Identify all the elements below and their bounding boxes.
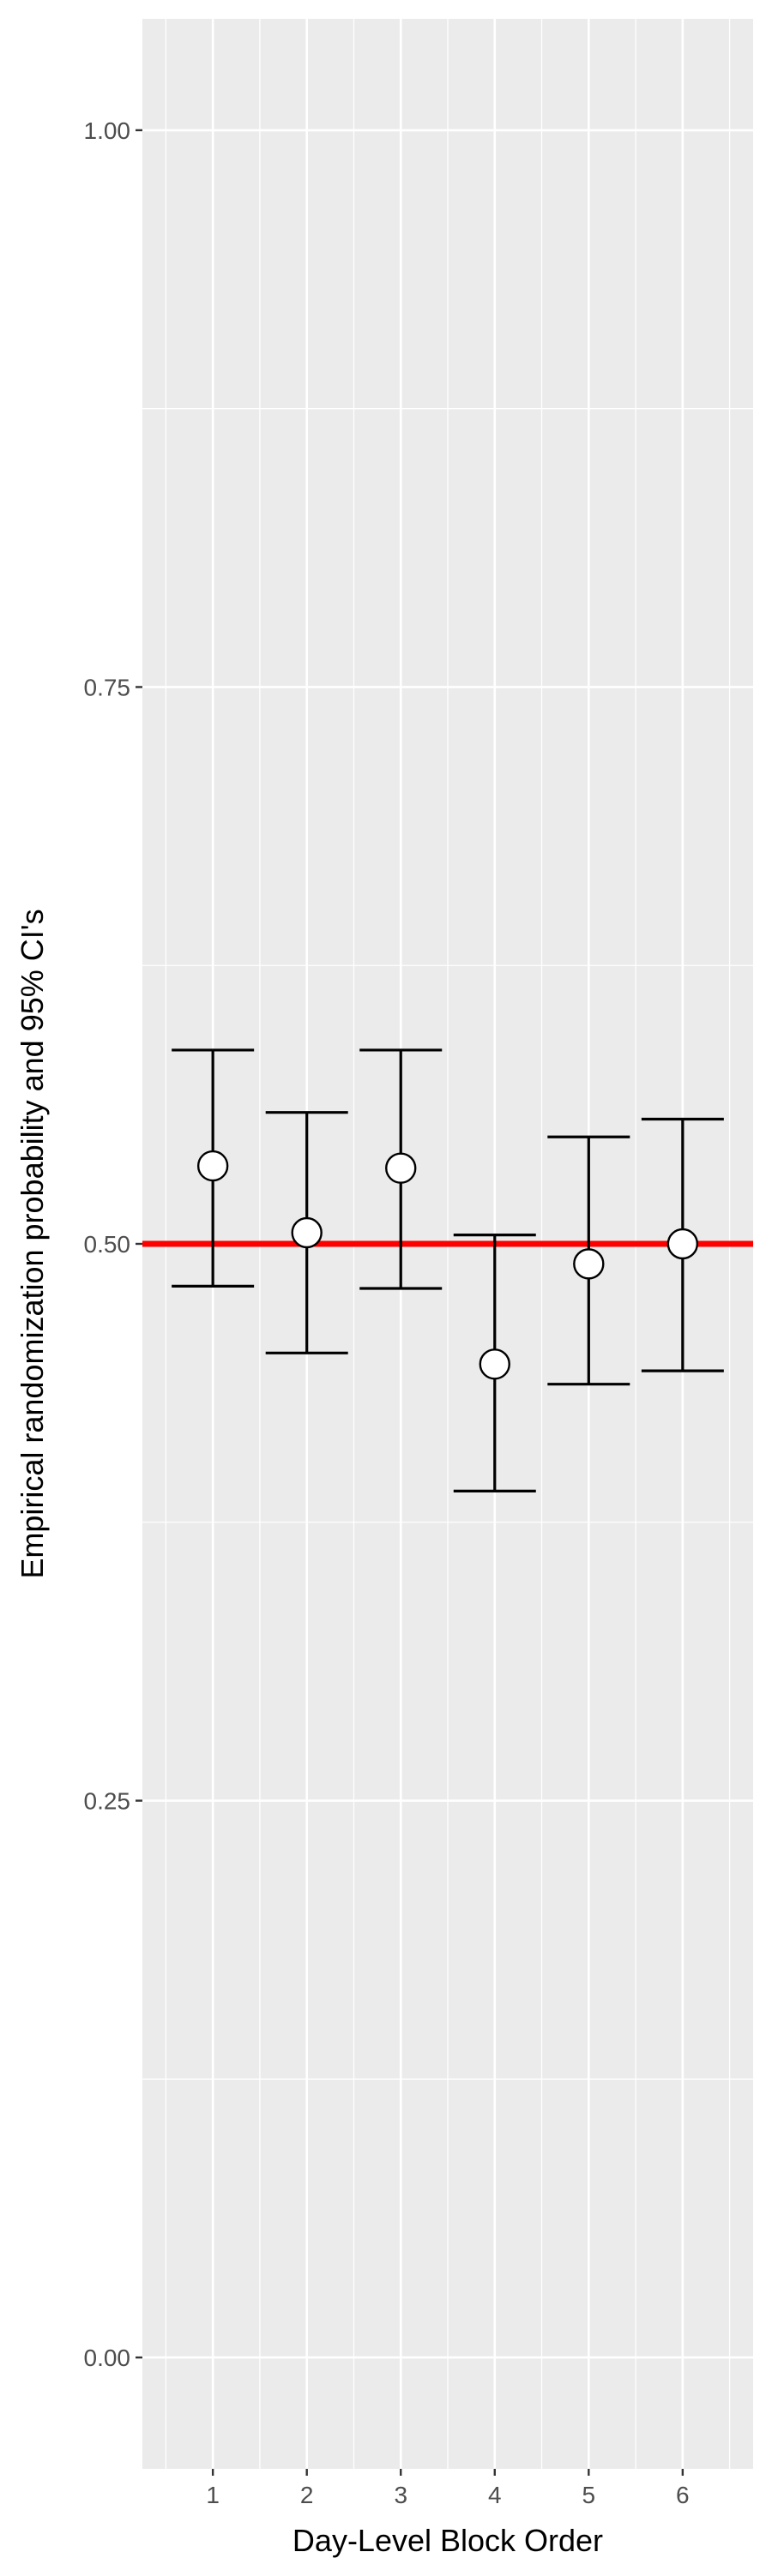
data-point <box>196 1150 229 1182</box>
data-point <box>573 1248 605 1280</box>
y-tick-label: 1.00 <box>84 117 131 144</box>
data-point <box>666 1228 699 1260</box>
x-tick-label: 6 <box>676 2482 690 2508</box>
x-tick-label: 5 <box>582 2482 596 2508</box>
errorbar-group <box>547 1135 630 1386</box>
y-tick-label: 0.50 <box>84 1231 131 1258</box>
data-layer <box>172 1048 724 1492</box>
y-tick-label: 0.00 <box>84 2345 131 2371</box>
errorbar-group <box>172 1048 255 1288</box>
data-point <box>385 1152 417 1184</box>
x-tick-label: 2 <box>300 2482 314 2508</box>
x-tick-label: 3 <box>394 2482 407 2508</box>
x-tick-label: 4 <box>488 2482 502 2508</box>
errorbar-group <box>359 1048 443 1290</box>
x-axis-title: Day-Level Block Order <box>293 2523 603 2558</box>
y-tick-label: 0.25 <box>84 1788 131 1815</box>
data-point <box>291 1216 323 1249</box>
x-tick-label: 1 <box>206 2482 220 2508</box>
errorbar-group <box>453 1234 536 1492</box>
axis-ticks: 0.00 0.25 0.50 0.75 1.00 1 2 3 4 5 6 <box>84 117 690 2508</box>
errorbar-group <box>641 1117 724 1372</box>
data-point <box>479 1348 510 1380</box>
errorbar-group <box>265 1111 348 1354</box>
y-axis-title: Empirical randomization probability and … <box>15 909 50 1578</box>
y-tick-label: 0.75 <box>84 674 131 700</box>
